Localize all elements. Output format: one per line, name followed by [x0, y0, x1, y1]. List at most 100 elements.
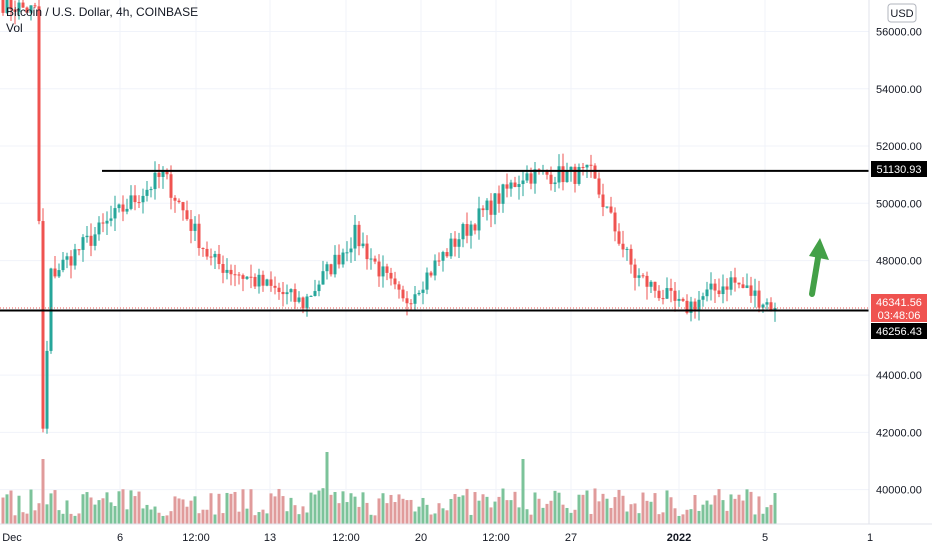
candle-body	[181, 202, 185, 211]
volume-bar	[205, 509, 209, 524]
candle-body	[365, 243, 369, 260]
candle-body	[117, 204, 121, 209]
volume-bar	[305, 512, 309, 524]
volume-bar	[553, 490, 557, 524]
volume-bars	[1, 452, 777, 524]
volume-bar	[49, 493, 53, 524]
candle-body	[481, 208, 485, 211]
current-price-label[interactable]: 46341.56 03:48:06	[871, 294, 927, 322]
candle-body	[389, 272, 393, 279]
volume-bar	[261, 509, 265, 524]
candle-body	[397, 284, 401, 290]
candle-body	[449, 238, 453, 257]
volume-bar	[237, 511, 241, 524]
volume-bar	[21, 512, 25, 524]
candle-body	[737, 282, 741, 285]
horizontal-levels[interactable]	[0, 169, 869, 312]
volume-bar	[549, 500, 553, 524]
volume-bar	[585, 490, 589, 524]
volume-bar	[721, 500, 725, 524]
volume-bar	[29, 489, 33, 524]
volume-bar	[153, 506, 157, 524]
candle-body	[113, 208, 117, 219]
candle-body	[17, 2, 21, 12]
volume-bar	[417, 506, 421, 524]
candle-body	[513, 182, 517, 187]
up-arrow-icon[interactable]	[809, 238, 829, 297]
volume-bar	[601, 493, 605, 524]
candle-body	[701, 296, 705, 300]
candle-body	[197, 223, 201, 249]
candle-body	[217, 253, 221, 265]
candle-body	[137, 202, 141, 204]
candle-body	[569, 166, 573, 171]
volume-bar	[289, 497, 293, 524]
volume-bar	[469, 514, 473, 524]
volume-bar	[713, 495, 717, 524]
support-price-label[interactable]: 46256.43	[871, 323, 927, 339]
candle-body	[221, 264, 225, 273]
volume-bar	[765, 507, 769, 524]
candle-body	[437, 260, 441, 262]
volume-bar	[533, 492, 537, 524]
candle-body	[97, 222, 101, 235]
candle-body	[53, 268, 57, 277]
candle-body	[313, 291, 317, 296]
volume-bar	[93, 504, 97, 524]
resistance-price-label[interactable]: 51130.93	[871, 161, 927, 177]
candle-body	[409, 303, 413, 305]
candle-body	[745, 285, 749, 288]
support-price-text: 46256.43	[876, 326, 922, 338]
volume-bar	[165, 515, 169, 524]
volume-bar	[649, 501, 653, 524]
candle-body	[289, 289, 293, 293]
volume-bar	[241, 489, 245, 524]
volume-bar	[669, 497, 673, 524]
candle-body	[605, 206, 609, 208]
volume-bar	[613, 497, 617, 524]
volume-bar	[329, 494, 333, 524]
volume-bar	[757, 496, 761, 524]
volume-bar	[493, 501, 497, 524]
volume-bar	[473, 492, 477, 524]
candle-body	[501, 184, 505, 204]
candle-body	[753, 290, 757, 296]
candle-body	[245, 276, 249, 279]
candle-body	[565, 170, 569, 183]
time-tick-label: Dec	[2, 532, 22, 544]
candle-body	[453, 238, 457, 247]
candle-body	[105, 220, 109, 224]
candle-body	[165, 170, 169, 175]
time-axis[interactable]: Dec 6 12:00 13 12:00 20 12:00 27 2022 5 1	[0, 523, 932, 550]
candle-body	[361, 243, 365, 247]
candle-body	[717, 290, 721, 295]
candle-body	[677, 298, 681, 301]
volume-bar	[477, 500, 481, 524]
candle-body	[189, 219, 193, 231]
candle-body	[689, 301, 693, 313]
time-tick-label: 13	[264, 532, 276, 544]
volume-bar	[297, 514, 301, 524]
candle-body	[5, 0, 9, 13]
currency-button[interactable]	[887, 3, 917, 23]
candle-body	[749, 285, 753, 296]
volume-bar	[381, 493, 385, 524]
volume-bar	[181, 499, 185, 524]
volume-bar	[617, 489, 621, 524]
candle-body	[485, 200, 489, 211]
volume-bar	[17, 495, 21, 524]
candle-body	[125, 208, 129, 212]
chart-legend: Bitcoin / U.S. Dollar, 4h, COINBASE Vol	[6, 4, 198, 36]
price-axis[interactable]: USD 56000.00 54000.00 52000.00 50000.00 4800…	[868, 0, 932, 524]
volume-bar	[249, 489, 253, 524]
candle-body	[1, 0, 5, 13]
volume-indicator-label[interactable]: Vol	[6, 21, 23, 35]
candle-body	[673, 290, 677, 301]
volume-bar	[41, 459, 45, 524]
symbol-title[interactable]: Bitcoin / U.S. Dollar, 4h, COINBASE	[6, 5, 199, 19]
candle-body	[629, 248, 633, 265]
candle-body	[649, 281, 653, 287]
volume-bar	[397, 494, 401, 524]
volume-bar	[233, 491, 237, 524]
